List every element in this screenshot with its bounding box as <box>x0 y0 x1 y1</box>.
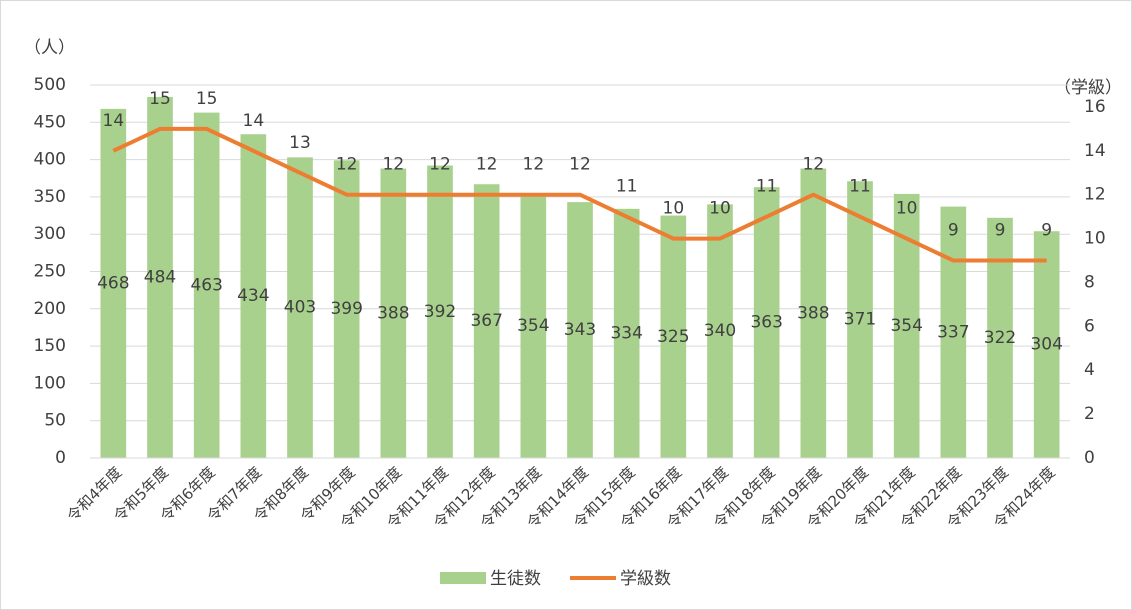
bar-value-label: 322 <box>984 328 1016 348</box>
y2-tick-label: 10 <box>1084 229 1106 249</box>
bar-value-label: 363 <box>750 313 782 333</box>
bar-value-label: 388 <box>377 303 409 323</box>
bar <box>987 217 1013 458</box>
line-value-label: 11 <box>756 177 778 197</box>
line-value-label: 14 <box>103 111 125 131</box>
bar <box>287 157 313 458</box>
bar-value-label: 434 <box>237 286 269 306</box>
line-value-label: 12 <box>383 155 405 175</box>
line-value-label: 13 <box>289 133 311 153</box>
bar <box>520 193 547 458</box>
y-tick-label: 100 <box>34 373 66 393</box>
line-value-label: 10 <box>663 199 685 219</box>
line <box>112 126 1047 263</box>
bar <box>847 181 873 458</box>
y-tick-label: 450 <box>34 112 66 132</box>
y2-tick-label: 6 <box>1084 316 1095 336</box>
bar-value-label: 304 <box>1030 335 1062 355</box>
bar <box>193 112 220 459</box>
y-tick-label: 150 <box>34 336 66 356</box>
y2-tick-label: 16 <box>1084 97 1106 117</box>
bar <box>567 202 593 458</box>
bar <box>660 215 687 458</box>
bar-value-label: 325 <box>657 327 689 347</box>
y-tick-label: 0 <box>55 448 66 468</box>
bar-value-label: 399 <box>330 299 362 319</box>
bar <box>707 204 733 458</box>
bar-value-label: 354 <box>890 316 922 336</box>
line-value-label: 15 <box>196 89 218 109</box>
line-value-label: 12 <box>476 155 498 175</box>
bar <box>240 134 267 458</box>
legend-swatch <box>440 572 486 584</box>
legend-label: 生徒数 <box>490 569 541 589</box>
bar <box>753 187 780 458</box>
bar <box>147 96 173 458</box>
bar <box>427 165 453 458</box>
y-axis-title: （人） <box>24 38 75 58</box>
y2-tick-label: 4 <box>1084 360 1095 380</box>
line-value-label: 11 <box>849 177 871 197</box>
line-value-label: 11 <box>616 177 638 197</box>
bar-value-label: 484 <box>144 267 176 287</box>
bar-value-label: 403 <box>284 298 316 318</box>
y-tick-label: 200 <box>34 299 66 319</box>
bar-value-label: 340 <box>704 321 736 341</box>
bar-value-label: 337 <box>937 322 969 342</box>
y-tick-label: 350 <box>34 187 66 207</box>
line-value-label: 12 <box>336 155 358 175</box>
y-tick-label: 300 <box>34 224 66 244</box>
bar <box>380 168 407 458</box>
line-value-label: 9 <box>948 221 959 241</box>
line-value-label: 10 <box>896 199 918 219</box>
y2-axis-title: （学級） <box>1054 78 1122 98</box>
line-value-label: 14 <box>243 111 265 131</box>
y2-tick-label: 0 <box>1084 448 1095 468</box>
bar-value-label: 388 <box>797 303 829 323</box>
line-value-label: 12 <box>523 155 545 175</box>
line-value-label: 12 <box>429 155 451 175</box>
y-tick-label: 50 <box>44 411 66 431</box>
y2-tick-label: 12 <box>1084 185 1106 205</box>
bar <box>800 168 827 458</box>
bar <box>613 208 640 458</box>
y-tick-label: 500 <box>34 75 66 95</box>
line-value-label: 12 <box>569 155 591 175</box>
bar <box>473 184 500 458</box>
bar <box>333 160 360 458</box>
bar <box>1033 231 1060 458</box>
bar-value-label: 463 <box>190 275 222 295</box>
y-tick-label: 400 <box>34 150 66 170</box>
y2-tick-label: 8 <box>1084 272 1095 292</box>
line-value-label: 9 <box>995 221 1006 241</box>
bar <box>940 206 967 458</box>
line-value-label: 9 <box>1041 221 1052 241</box>
y2-tick-label: 2 <box>1084 404 1095 424</box>
bar-value-label: 354 <box>517 316 549 336</box>
bar <box>100 108 127 458</box>
y-tick-label: 250 <box>34 262 66 282</box>
bar-value-label: 392 <box>424 302 456 322</box>
bar-value-label: 371 <box>844 310 876 330</box>
line-value-label: 12 <box>803 155 825 175</box>
line-value-label: 15 <box>149 89 171 109</box>
legend-label: 学級数 <box>620 569 671 589</box>
bar-value-label: 367 <box>470 311 502 331</box>
line-value-label: 10 <box>709 199 731 219</box>
bar-value-label: 334 <box>610 323 642 343</box>
y2-tick-label: 14 <box>1084 141 1106 161</box>
bar-value-label: 343 <box>564 320 596 340</box>
bar-value-label: 468 <box>97 273 129 293</box>
